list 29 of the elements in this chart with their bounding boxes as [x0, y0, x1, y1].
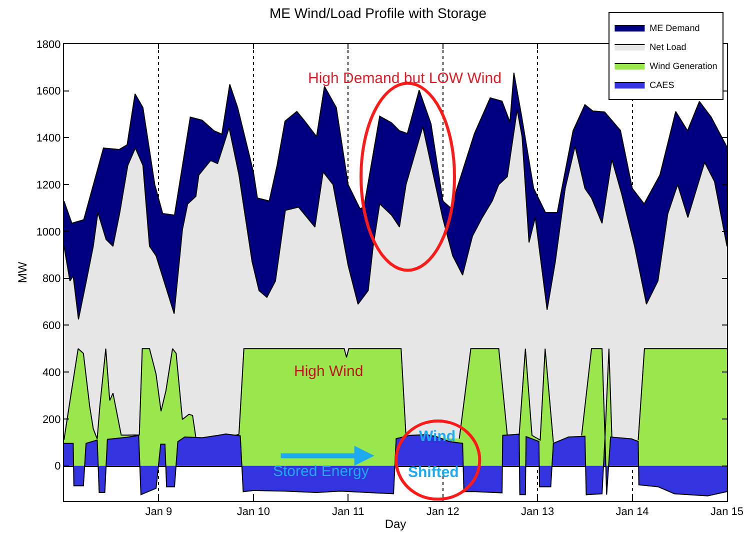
y-tick-label: 1400: [36, 132, 61, 145]
y-tick-label: 400: [42, 366, 61, 379]
annotation: High Wind: [294, 363, 364, 380]
y-tick-label: 1800: [36, 38, 61, 51]
x-tick-label: Jan 15: [710, 506, 744, 518]
x-tick-label: Jan 12: [426, 506, 460, 518]
x-axis-title: Day: [384, 517, 406, 532]
y-tick-label: 0: [54, 460, 61, 473]
x-tick-label: Jan 14: [616, 506, 649, 518]
annotation: Shifted: [408, 464, 459, 481]
chart-title: ME Wind/Load Profile with Storage: [269, 4, 487, 21]
y-tick-label: 1200: [36, 179, 61, 192]
annotation: Stored Energy: [273, 463, 370, 480]
legend-label: Wind Generation: [650, 61, 718, 72]
y-tick-label: 1000: [36, 226, 61, 238]
legend-label: CAES: [650, 80, 674, 90]
annotation: High Demand but LOW Wind: [308, 70, 502, 87]
annotation: Wind: [419, 428, 456, 445]
x-tick-label: Jan 9: [145, 506, 172, 518]
y-tick-label: 800: [42, 273, 61, 286]
legend-label: ME Demand: [650, 23, 700, 34]
y-tick-label: 200: [42, 414, 61, 426]
x-tick-label: Jan 11: [332, 506, 364, 518]
y-tick-label: 600: [42, 320, 61, 332]
legend-label: Net Load: [650, 42, 686, 52]
x-tick-label: Jan 10: [236, 506, 270, 518]
y-tick-label: 1600: [36, 86, 61, 98]
y-axis-title: MW: [16, 261, 30, 284]
x-tick-label: Jan 13: [521, 506, 554, 518]
